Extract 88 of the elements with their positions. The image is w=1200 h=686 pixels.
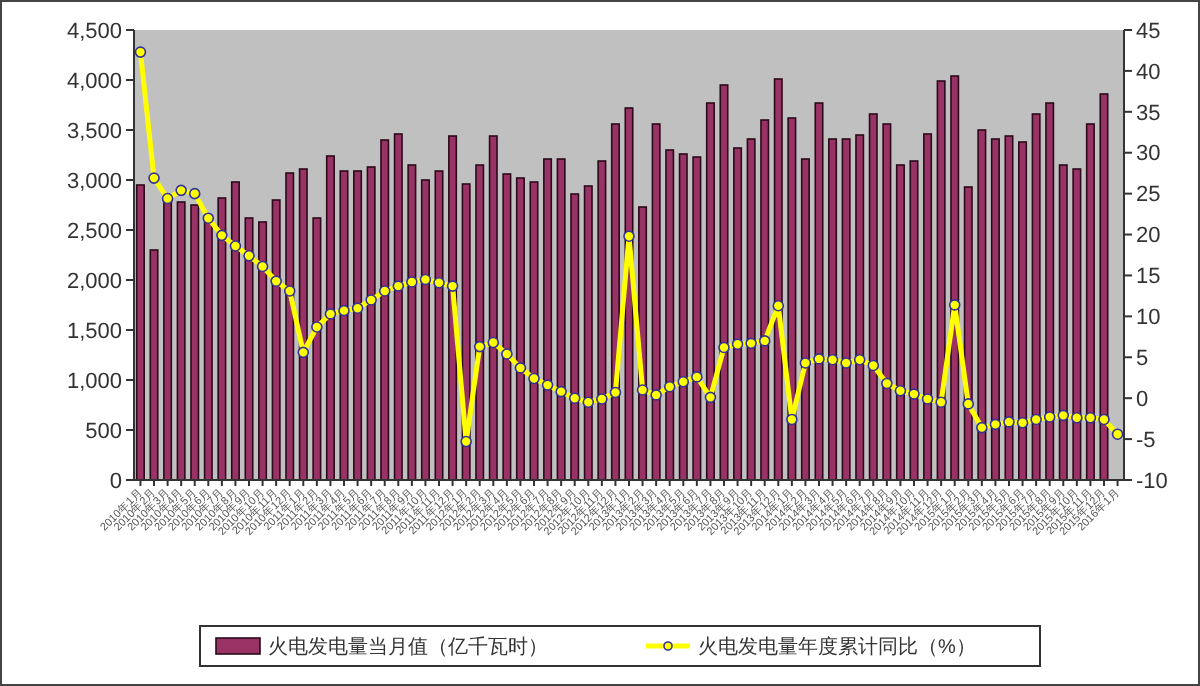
y2-tick-label: 20 — [1136, 224, 1161, 249]
bar — [380, 139, 390, 481]
y-tick-label: 2,500 — [66, 219, 122, 244]
bar — [1018, 141, 1028, 481]
bar — [936, 80, 946, 481]
bar — [176, 201, 186, 481]
y-tick-label: 1,000 — [66, 369, 122, 394]
bar — [692, 156, 702, 481]
legend-label: 火电发电量年度累计同比（%） — [698, 635, 976, 659]
bar — [543, 158, 553, 481]
bar — [1099, 93, 1109, 481]
y2-tick-label: 35 — [1136, 101, 1161, 126]
bar — [841, 138, 851, 481]
y2-tick-label: -5 — [1136, 428, 1156, 453]
bar — [950, 75, 960, 481]
bar — [570, 193, 580, 481]
bar — [488, 135, 498, 481]
bar — [977, 129, 987, 481]
bar — [882, 123, 892, 481]
bar — [665, 149, 675, 481]
bar — [733, 147, 743, 481]
bar — [746, 138, 756, 481]
bar — [529, 181, 539, 481]
y2-tick-label: 5 — [1136, 346, 1149, 371]
bar — [515, 177, 525, 481]
bar — [1085, 123, 1095, 481]
bar — [298, 168, 308, 481]
y-tick-label: 500 — [85, 419, 122, 444]
y-tick-label: 2,000 — [66, 269, 122, 294]
bar — [230, 181, 240, 481]
bar — [339, 170, 349, 481]
bar — [325, 155, 335, 481]
bar — [990, 138, 1000, 481]
bar — [135, 184, 145, 481]
bar — [312, 217, 322, 481]
bar — [963, 186, 973, 481]
bar — [1004, 135, 1014, 481]
bar — [258, 221, 268, 481]
bar — [719, 84, 729, 481]
y-tick-label: 3,000 — [66, 169, 122, 194]
bar — [149, 249, 159, 481]
bar — [868, 113, 878, 481]
bar — [705, 102, 715, 481]
y2-tick-label: 10 — [1136, 306, 1161, 331]
bar — [909, 160, 919, 481]
bar — [353, 170, 363, 481]
bar — [393, 133, 403, 481]
bar — [583, 185, 593, 481]
bar — [760, 119, 770, 481]
y-tick-label: 1,500 — [66, 319, 122, 344]
y2-tick-label: -10 — [1136, 469, 1168, 494]
y2-tick-label: 30 — [1136, 142, 1161, 167]
y2-tick-label: 40 — [1136, 60, 1161, 85]
y2-tick-label: 0 — [1136, 387, 1149, 412]
y2-tick-label: 15 — [1136, 265, 1161, 290]
bar — [502, 173, 512, 481]
legend-label: 火电发电量当月值（亿千瓦时） — [268, 635, 548, 659]
bar — [1031, 113, 1041, 481]
bar — [217, 197, 227, 481]
bar — [434, 170, 444, 481]
bar — [814, 102, 824, 481]
bar — [651, 123, 661, 481]
bar — [285, 172, 295, 481]
bar — [407, 164, 417, 481]
bar — [828, 138, 838, 481]
bar — [556, 158, 566, 481]
bar — [366, 166, 376, 481]
bar — [773, 78, 783, 481]
bar — [855, 134, 865, 481]
bar — [475, 164, 485, 481]
bar — [597, 160, 607, 481]
y-tick-label: 3,500 — [66, 119, 122, 144]
bar — [1058, 164, 1068, 481]
bar — [800, 158, 810, 481]
bar — [678, 153, 688, 481]
bar — [271, 199, 281, 481]
bar — [923, 133, 933, 481]
bar — [420, 179, 430, 481]
bar — [190, 204, 200, 481]
bar — [1045, 102, 1055, 481]
y2-tick-label: 45 — [1136, 19, 1161, 44]
bar — [895, 164, 905, 481]
y-tick-label: 0 — [109, 469, 122, 494]
y2-tick-label: 25 — [1136, 183, 1161, 208]
bar — [244, 217, 254, 481]
bar — [1072, 168, 1082, 481]
y-tick-label: 4,000 — [66, 69, 122, 94]
y-tick-label: 4,500 — [66, 19, 122, 44]
